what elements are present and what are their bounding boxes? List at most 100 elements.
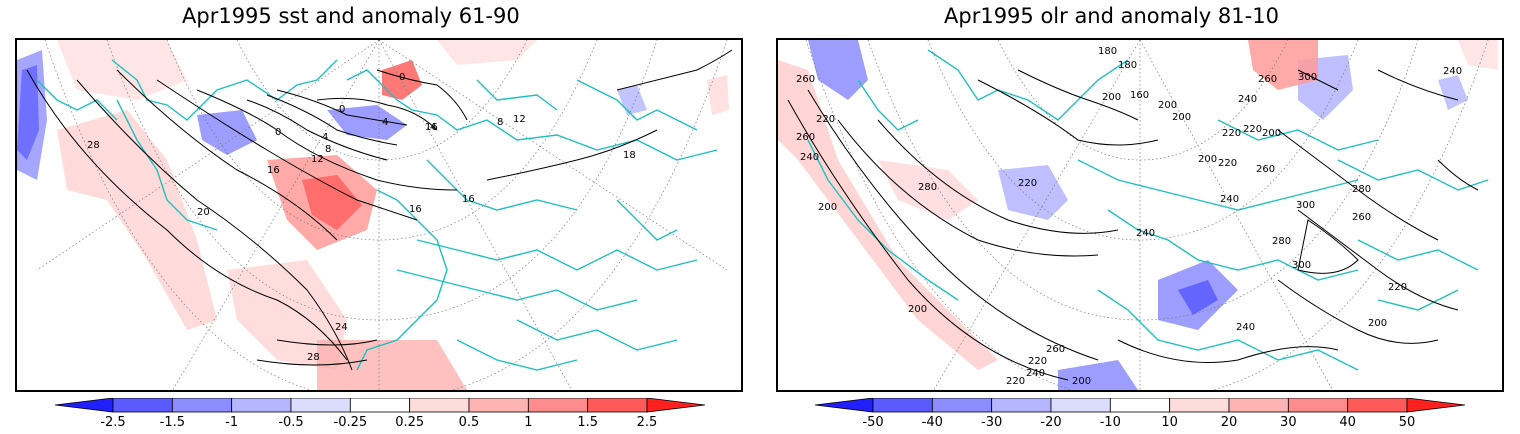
right-colorbar-segment (1229, 398, 1288, 412)
right-map-canvas: 260 220 180 180 200 160 200 200 220 220 … (778, 40, 1502, 390)
contour-label: 200 (1158, 100, 1177, 111)
left-colorbar-tick-label: 2.5 (637, 415, 658, 430)
right-colorbar-tick-label: 20 (1221, 415, 1238, 430)
contour-label: 240 (1443, 66, 1462, 77)
contour-label: 240 (800, 152, 819, 163)
contour-label: 180 (1098, 46, 1117, 57)
right-colorbar-tick-label: 30 (1280, 415, 1297, 430)
left-colorbar-segment (113, 398, 172, 412)
contour-label: 24 (335, 322, 348, 333)
contour-label: 180 (1118, 60, 1137, 71)
contour-label: 200 (1172, 112, 1191, 123)
right-colorbar-segment (1348, 398, 1407, 412)
contour-label: 16 (462, 194, 475, 205)
right-colorbar-svg: -50 -40 -30 -20 -10 10 20 30 40 50 (815, 398, 1465, 430)
right-colorbar-segment (815, 398, 873, 412)
contour-label: 280 (1272, 236, 1291, 247)
contour-label: 300 (1296, 200, 1315, 211)
right-colorbar: -50 -40 -30 -20 -10 10 20 30 40 50 (815, 398, 1465, 430)
contour-label: 260 (1256, 164, 1275, 175)
contour-label: 220 (1006, 376, 1025, 387)
left-colorbar-segment (55, 398, 113, 412)
right-colorbar-segment (1110, 398, 1169, 412)
left-colorbar-tick-label: -1 (225, 415, 238, 430)
left-colorbar-segment (291, 398, 350, 412)
contour-label: 0 (339, 104, 345, 115)
contour-label: 160 (1130, 90, 1149, 101)
contour-label: 0 (275, 127, 281, 138)
left-colorbar-tick-label: 0.5 (459, 415, 480, 430)
contour-label: 4 (322, 132, 328, 143)
left-map-canvas: 28 20 24 28 16 12 8 4 0 0 4 4 8 12 16 16… (17, 40, 741, 390)
left-map-panel: 28 20 24 28 16 12 8 4 0 0 4 4 8 12 16 16… (15, 38, 743, 392)
contour-label: 280 (1352, 184, 1371, 195)
contour-label: 200 (818, 202, 837, 213)
right-colorbar-tick-label: -20 (1040, 415, 1061, 430)
right-map-panel: 260 220 180 180 200 160 200 200 220 220 … (776, 38, 1504, 392)
contour-label: 4 (382, 117, 388, 128)
right-colorbar-tick-label: -10 (1100, 415, 1121, 430)
left-map-title: Apr1995 sst and anomaly 61-90 (182, 4, 520, 28)
right-map-title: Apr1995 olr and anomaly 81-10 (944, 4, 1279, 28)
right-colorbar-tick-label: -30 (981, 415, 1002, 430)
contour-label: 8 (497, 117, 503, 128)
contour-label: 260 (1352, 212, 1371, 223)
contour-label: 220 (1243, 124, 1262, 135)
right-colorbar-segment (932, 398, 991, 412)
right-colorbar-tick-label: 10 (1161, 415, 1178, 430)
contour-label: 0 (399, 72, 405, 83)
contour-label: 300 (1292, 260, 1311, 271)
left-colorbar: -2.5 -1.5 -1 -0.5 -0.25 0.25 0.5 1 1.5 2.5 (55, 398, 705, 430)
contour-label: 240 (1220, 194, 1239, 205)
contour-label: 16 (409, 204, 422, 215)
right-colorbar-tick-label: 40 (1339, 415, 1356, 430)
contour-label: 260 (1258, 74, 1277, 85)
contour-label: 220 (1018, 178, 1037, 189)
contour-label: 16 (425, 122, 438, 133)
left-colorbar-tick-label: -1.5 (160, 415, 185, 430)
contour-label: 12 (311, 154, 324, 165)
right-colorbar-segment (992, 398, 1051, 412)
contour-label: 200 (1072, 376, 1091, 387)
left-colorbar-segment (528, 398, 587, 412)
contour-label: 16 (267, 165, 280, 176)
right-colorbar-tick-label: -40 (922, 415, 943, 430)
right-colorbar-tick-label: -50 (862, 415, 883, 430)
contour-label: 200 (1198, 154, 1217, 165)
contour-label: 240 (1136, 228, 1155, 239)
right-colorbar-segment (1170, 398, 1229, 412)
contour-label: 200 (1102, 92, 1121, 103)
contour-label: 260 (796, 132, 815, 143)
contour-label: 240 (1026, 368, 1045, 379)
contour-label: 220 (816, 114, 835, 125)
right-colorbar-segment (1407, 398, 1465, 412)
contour-label: 200 (1368, 318, 1387, 329)
left-colorbar-segment (232, 398, 291, 412)
contour-label: 12 (513, 114, 526, 125)
left-colorbar-tick-label: -0.5 (278, 415, 303, 430)
contour-label: 28 (87, 140, 100, 151)
contour-label: 220 (1388, 282, 1407, 293)
left-colorbar-segment (647, 398, 705, 412)
contour-label: 240 (1238, 94, 1257, 105)
contour-label: 220 (1028, 356, 1047, 367)
contour-label: 220 (1218, 158, 1237, 169)
left-colorbar-tick-label: 1 (524, 415, 532, 430)
left-colorbar-svg: -2.5 -1.5 -1 -0.5 -0.25 0.25 0.5 1 1.5 2.5 (55, 398, 705, 430)
left-colorbar-tick-label: -0.25 (334, 415, 368, 430)
right-colorbar-segment (1288, 398, 1347, 412)
left-colorbar-segment (172, 398, 231, 412)
left-colorbar-tick-label: 1.5 (577, 415, 598, 430)
contour-label: 18 (623, 150, 636, 161)
left-colorbar-segment (588, 398, 647, 412)
left-colorbar-tick-label: 0.25 (395, 415, 424, 430)
left-colorbar-segment (350, 398, 409, 412)
left-colorbar-tick-label: -2.5 (100, 415, 125, 430)
contour-label: 240 (1236, 322, 1255, 333)
right-colorbar-segment (873, 398, 932, 412)
contour-label: 28 (307, 352, 320, 363)
contour-label: 280 (918, 182, 937, 193)
contour-label: 260 (1046, 344, 1065, 355)
contour-label: 8 (325, 144, 331, 155)
contour-label: 200 (1262, 128, 1281, 139)
